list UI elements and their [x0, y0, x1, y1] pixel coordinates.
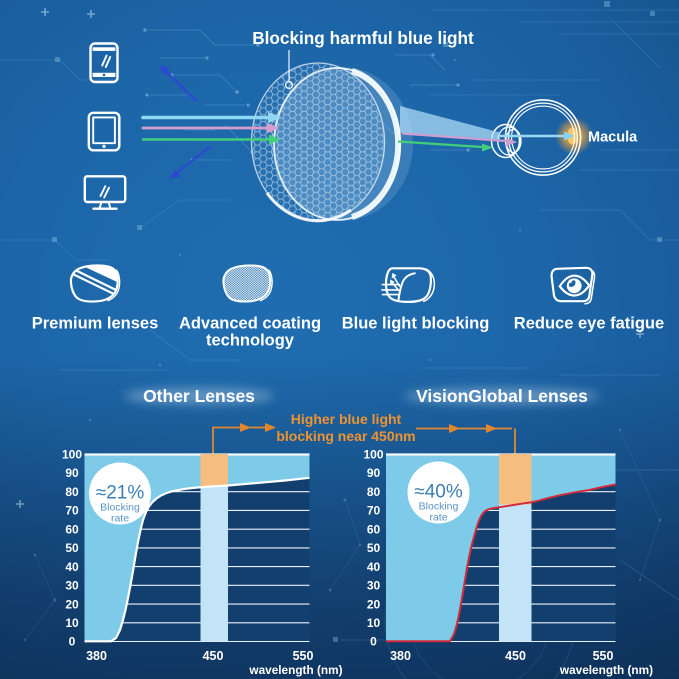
- svg-text:90: 90: [65, 466, 79, 480]
- svg-text:380: 380: [390, 649, 411, 663]
- svg-text:40: 40: [367, 560, 381, 574]
- svg-text:0: 0: [69, 635, 76, 649]
- svg-text:wavelength (nm): wavelength (nm): [248, 663, 342, 677]
- svg-text:30: 30: [65, 579, 79, 593]
- svg-text:technology: technology: [206, 332, 295, 350]
- svg-text:Higher blue light: Higher blue light: [291, 411, 402, 427]
- svg-text:100: 100: [363, 448, 383, 462]
- svg-text:60: 60: [367, 522, 381, 536]
- svg-text:rate: rate: [429, 512, 447, 524]
- svg-text:Blocking harmful blue light: Blocking harmful blue light: [252, 28, 474, 48]
- svg-text:Advanced coating: Advanced coating: [179, 315, 321, 333]
- svg-text:80: 80: [367, 485, 381, 499]
- svg-text:60: 60: [65, 522, 79, 536]
- svg-text:wavelength (nm): wavelength (nm): [559, 663, 653, 677]
- svg-text:≈21%: ≈21%: [96, 483, 145, 504]
- svg-text:Blue light blocking: Blue light blocking: [342, 315, 490, 333]
- svg-text:blocking near 450nm: blocking near 450nm: [276, 428, 415, 444]
- svg-text:Blocking: Blocking: [100, 502, 140, 514]
- svg-text:Other Lenses: Other Lenses: [143, 386, 255, 406]
- svg-text:10: 10: [65, 616, 79, 630]
- svg-text:50: 50: [367, 541, 381, 555]
- svg-text:≈40%: ≈40%: [414, 482, 463, 503]
- svg-text:VisionGlobal Lenses: VisionGlobal Lenses: [416, 386, 588, 406]
- svg-text:Macula: Macula: [588, 130, 638, 146]
- svg-text:100: 100: [62, 448, 82, 462]
- svg-text:70: 70: [367, 504, 381, 518]
- svg-text:rate: rate: [111, 513, 129, 525]
- svg-text:20: 20: [65, 597, 79, 611]
- svg-text:20: 20: [367, 597, 381, 611]
- svg-text:380: 380: [86, 649, 107, 663]
- svg-text:10: 10: [367, 616, 381, 630]
- svg-text:450: 450: [505, 649, 526, 663]
- svg-text:50: 50: [65, 541, 79, 555]
- svg-text:80: 80: [65, 485, 79, 499]
- svg-text:550: 550: [293, 649, 314, 663]
- svg-text:40: 40: [65, 560, 79, 574]
- svg-text:90: 90: [367, 466, 381, 480]
- svg-text:70: 70: [65, 504, 79, 518]
- svg-text:Blocking: Blocking: [419, 501, 459, 513]
- svg-text:30: 30: [367, 579, 381, 593]
- svg-text:450: 450: [203, 649, 224, 663]
- svg-text:Reduce eye fatigue: Reduce eye fatigue: [514, 315, 664, 333]
- svg-text:Premium lenses: Premium lenses: [32, 315, 159, 333]
- svg-text:550: 550: [593, 649, 614, 663]
- svg-text:0: 0: [370, 635, 377, 649]
